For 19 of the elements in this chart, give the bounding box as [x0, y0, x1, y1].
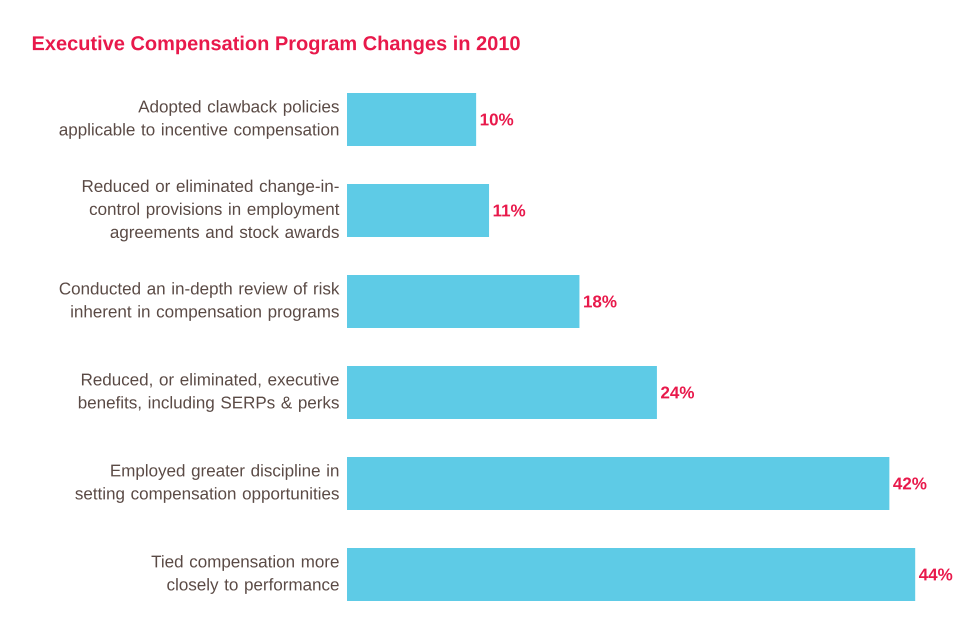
bar	[347, 274, 580, 328]
bar	[347, 548, 916, 601]
y-tick-label: Adopted clawback policies applicable to incentive compensation	[60, 100, 339, 139]
bar	[347, 184, 490, 237]
bar	[347, 92, 476, 146]
y-tick-label: Reduced, or eliminated, executive benefits, including SERPs & perks	[78, 373, 339, 412]
chart-title: Executive Compensation Program Changes in 2010	[32, 36, 520, 54]
y-tick-label: Employed greater discipline in setting compensation opportunities	[75, 464, 339, 503]
y-tick-label: Conducted an in-depth review of risk inherent in compensation programs	[60, 282, 340, 321]
bar	[347, 456, 890, 510]
data-label: 24%	[661, 386, 694, 398]
data-label: 10%	[480, 113, 514, 126]
y-tick-label: Tied compensation more closely to performance	[152, 555, 339, 594]
data-label: 42%	[893, 477, 926, 490]
data-label: 11%	[494, 204, 526, 216]
data-label: 18%	[584, 295, 617, 308]
bar	[347, 366, 657, 419]
y-tick-label: Reduced or eliminated change-in-control provisions in employment agreements and stock awards	[82, 180, 340, 242]
data-label: 44%	[918, 568, 952, 580]
